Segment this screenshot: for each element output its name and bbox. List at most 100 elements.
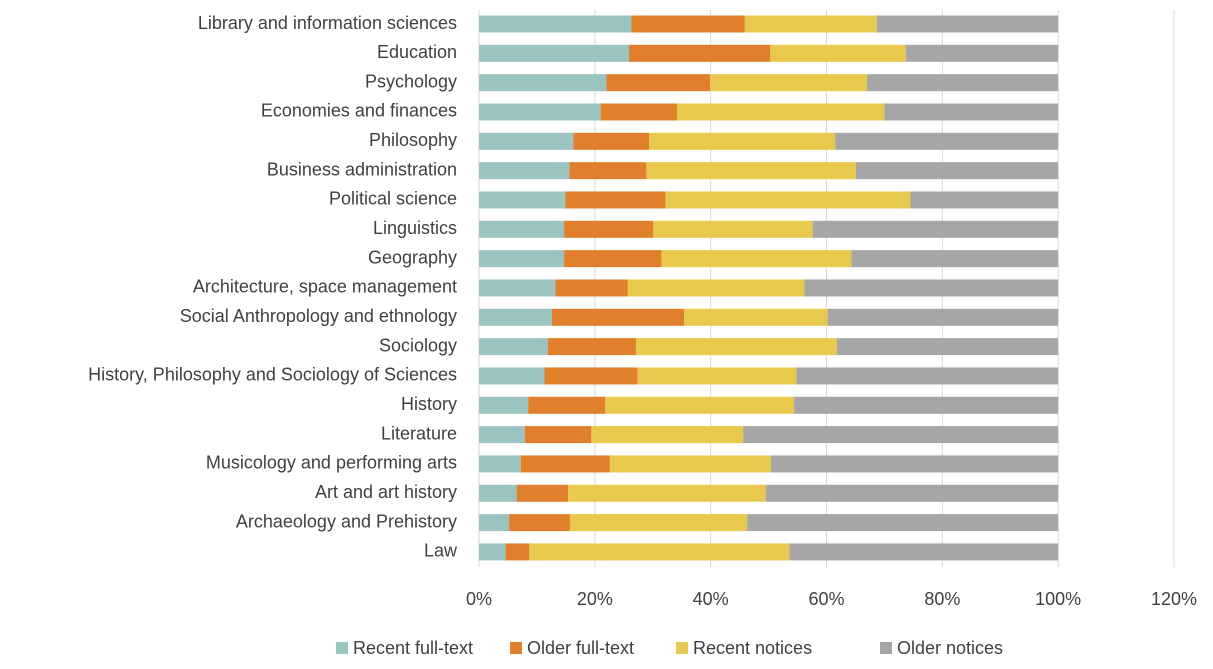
bar-segment	[569, 514, 748, 532]
bar-segment	[479, 162, 570, 180]
bar-segment	[744, 15, 877, 33]
y-tick-label: Musicology and performing arts	[206, 453, 457, 473]
bar-segment	[479, 543, 506, 561]
bar-segment	[547, 338, 636, 356]
x-tick-label: 0%	[466, 589, 492, 609]
y-tick-label: History	[401, 394, 457, 414]
y-tick-label: Literature	[381, 423, 457, 443]
bar-segment	[747, 514, 1059, 532]
bar-segment	[794, 396, 1059, 414]
y-tick-label: Economies and finances	[261, 101, 457, 121]
legend-swatch	[336, 642, 348, 654]
bar-segment	[573, 132, 650, 150]
bar-segment	[479, 514, 510, 532]
bar-segment	[653, 220, 813, 238]
bar-segment	[665, 191, 911, 209]
bar-segment	[905, 44, 1059, 62]
bar-segment	[770, 44, 906, 62]
bar-segment	[568, 484, 766, 502]
bar-segment	[836, 338, 1059, 356]
y-tick-label: Psychology	[365, 71, 457, 91]
legend-label: Recent full-text	[353, 638, 473, 658]
bar-segment	[605, 396, 795, 414]
bar-segment	[479, 220, 565, 238]
y-tick-label: Political science	[329, 189, 457, 209]
bar-segment	[867, 74, 1059, 92]
bar-segment	[505, 543, 530, 561]
bar-segment	[528, 396, 606, 414]
x-tick-label: 60%	[808, 589, 844, 609]
bar-segment	[479, 44, 630, 62]
bar-segment	[627, 279, 805, 297]
bar-segment	[479, 15, 632, 33]
bar-segment	[796, 367, 1059, 385]
legend-label: Older full-text	[527, 638, 634, 658]
bar-segment	[524, 426, 592, 444]
bar-segment	[479, 279, 556, 297]
bar-segment	[479, 426, 525, 444]
y-tick-label: Geography	[368, 247, 457, 267]
bar-segment	[646, 162, 857, 180]
bar-segment	[529, 543, 790, 561]
bar-segment	[509, 514, 570, 532]
bar-segment	[606, 74, 711, 92]
bar-segment	[564, 220, 654, 238]
bar-segment	[479, 338, 548, 356]
bar-segment	[635, 338, 837, 356]
y-tick-label: Business administration	[267, 159, 457, 179]
bar-segment	[856, 162, 1059, 180]
legend-swatch	[510, 642, 522, 654]
bar-segment	[710, 74, 868, 92]
bar-segment	[827, 308, 1059, 326]
bar-segment	[789, 543, 1059, 561]
bar-segment	[479, 74, 607, 92]
legend-label: Recent notices	[693, 638, 812, 658]
bar-segment	[479, 308, 552, 326]
bar-segment	[569, 162, 647, 180]
y-tick-label: Library and information sciences	[198, 13, 457, 33]
y-tick-label: Social Anthropology and ethnology	[180, 306, 457, 326]
bar-segment	[600, 103, 678, 121]
bar-segment	[649, 132, 836, 150]
bar-segment	[591, 426, 744, 444]
y-tick-label: Law	[424, 541, 458, 561]
y-tick-label: Art and art history	[315, 482, 457, 502]
legend-label: Older notices	[897, 638, 1003, 658]
x-tick-label: 120%	[1151, 589, 1197, 609]
y-tick-label: Archaeology and Prehistory	[236, 511, 457, 531]
legend-swatch	[880, 642, 892, 654]
bar-segment	[884, 103, 1059, 121]
bar-segment	[479, 455, 521, 473]
legend-swatch	[676, 642, 688, 654]
bar-segment	[812, 220, 1059, 238]
bar-segment	[516, 484, 569, 502]
bar-segment	[835, 132, 1059, 150]
bar-segment	[564, 250, 662, 268]
bar-segment	[479, 132, 574, 150]
bar-segment	[479, 367, 545, 385]
bar-segment	[851, 250, 1059, 268]
bar-segment	[804, 279, 1059, 297]
bar-segment	[479, 250, 565, 268]
bar-segment	[684, 308, 828, 326]
bar-segment	[565, 191, 666, 209]
bar-segment	[637, 367, 797, 385]
bar-segment	[520, 455, 610, 473]
bar-segment	[631, 15, 745, 33]
x-tick-label: 80%	[924, 589, 960, 609]
bar-segment	[544, 367, 638, 385]
x-tick-label: 100%	[1035, 589, 1081, 609]
bar-segment	[609, 455, 771, 473]
bar-segment	[661, 250, 852, 268]
y-tick-label: Sociology	[379, 335, 457, 355]
bar-segment	[629, 44, 771, 62]
y-tick-label: Architecture, space management	[193, 277, 457, 297]
bar-segment	[677, 103, 885, 121]
bar-segment	[910, 191, 1059, 209]
bar-segment	[743, 426, 1059, 444]
bar-segment	[479, 396, 529, 414]
bar-segment	[551, 308, 685, 326]
y-tick-label: History, Philosophy and Sociology of Sci…	[88, 365, 457, 385]
bar-segment	[765, 484, 1059, 502]
